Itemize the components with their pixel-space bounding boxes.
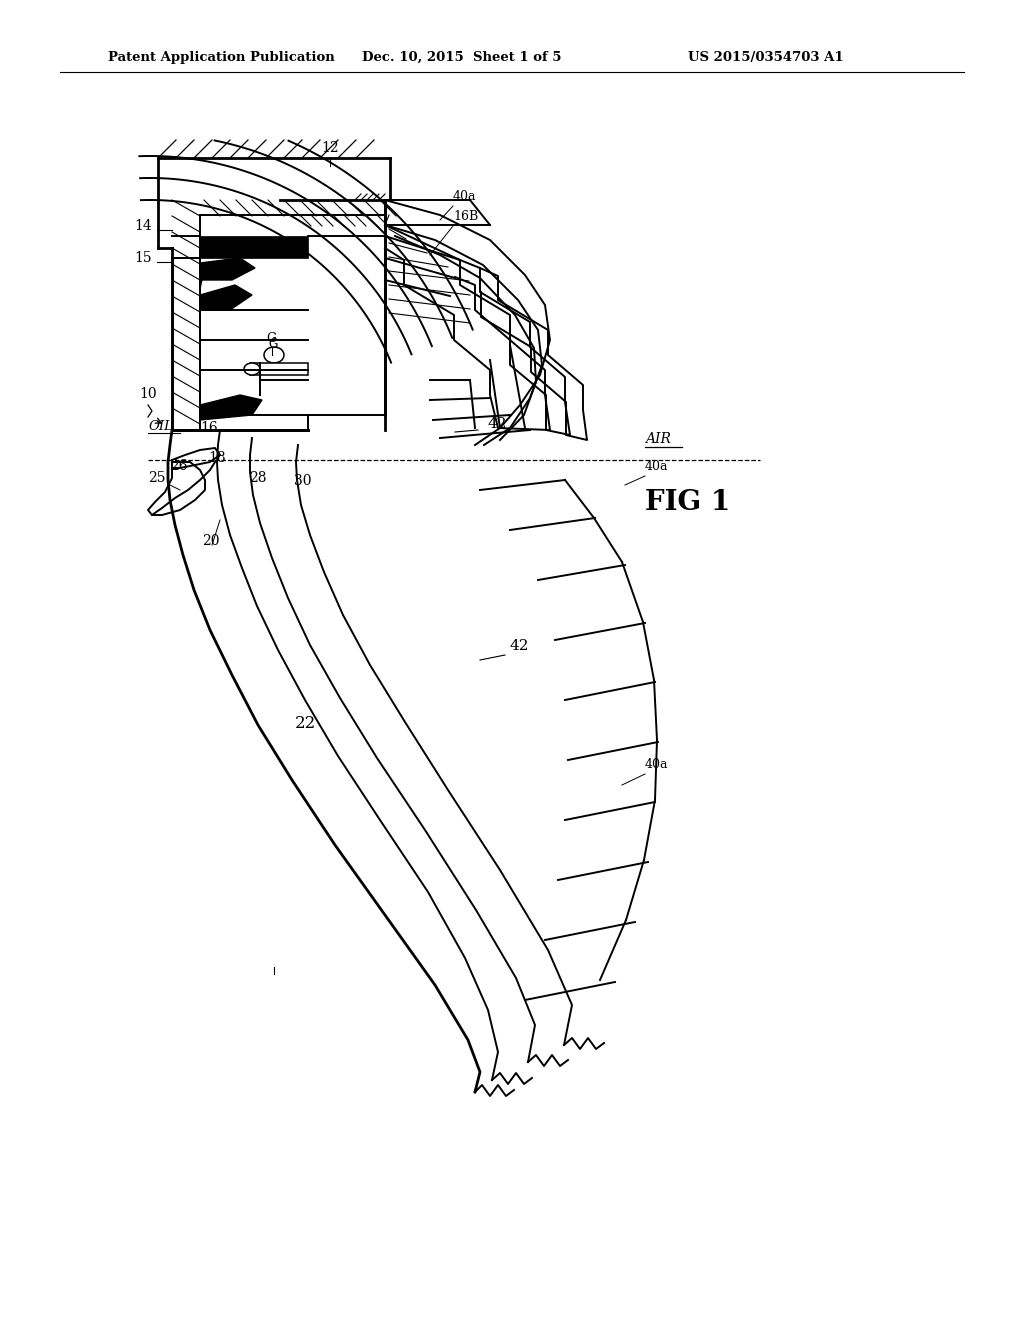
Text: 22: 22 <box>295 715 316 733</box>
Text: Dec. 10, 2015  Sheet 1 of 5: Dec. 10, 2015 Sheet 1 of 5 <box>362 50 561 63</box>
Polygon shape <box>200 395 262 420</box>
Text: US 2015/0354703 A1: US 2015/0354703 A1 <box>688 50 844 63</box>
Text: FIG 1: FIG 1 <box>645 488 730 516</box>
Polygon shape <box>200 236 308 257</box>
Text: 42: 42 <box>510 639 529 653</box>
Text: 10: 10 <box>139 387 157 401</box>
Ellipse shape <box>244 363 260 375</box>
Text: OIL: OIL <box>148 420 173 433</box>
Text: 18: 18 <box>208 451 226 465</box>
Text: 28: 28 <box>249 471 266 484</box>
Polygon shape <box>200 285 252 310</box>
Text: 15: 15 <box>134 251 152 265</box>
Text: 30: 30 <box>294 474 311 488</box>
Polygon shape <box>200 257 255 280</box>
Text: 16: 16 <box>201 421 218 436</box>
Text: 16B: 16B <box>453 210 478 223</box>
Text: 25: 25 <box>148 471 166 484</box>
Text: 12: 12 <box>322 141 339 154</box>
Ellipse shape <box>264 347 284 363</box>
Text: G: G <box>266 333 276 345</box>
Text: 40a: 40a <box>645 758 669 771</box>
Text: 42: 42 <box>488 417 508 432</box>
Text: AIR: AIR <box>645 432 671 446</box>
Text: 20: 20 <box>202 535 219 548</box>
Text: 40a: 40a <box>453 190 476 203</box>
Polygon shape <box>250 363 308 375</box>
Text: G: G <box>268 338 278 351</box>
Text: 14: 14 <box>134 219 152 234</box>
Text: Patent Application Publication: Patent Application Publication <box>108 50 335 63</box>
Text: 26: 26 <box>171 459 188 473</box>
Text: 40a: 40a <box>645 459 669 473</box>
